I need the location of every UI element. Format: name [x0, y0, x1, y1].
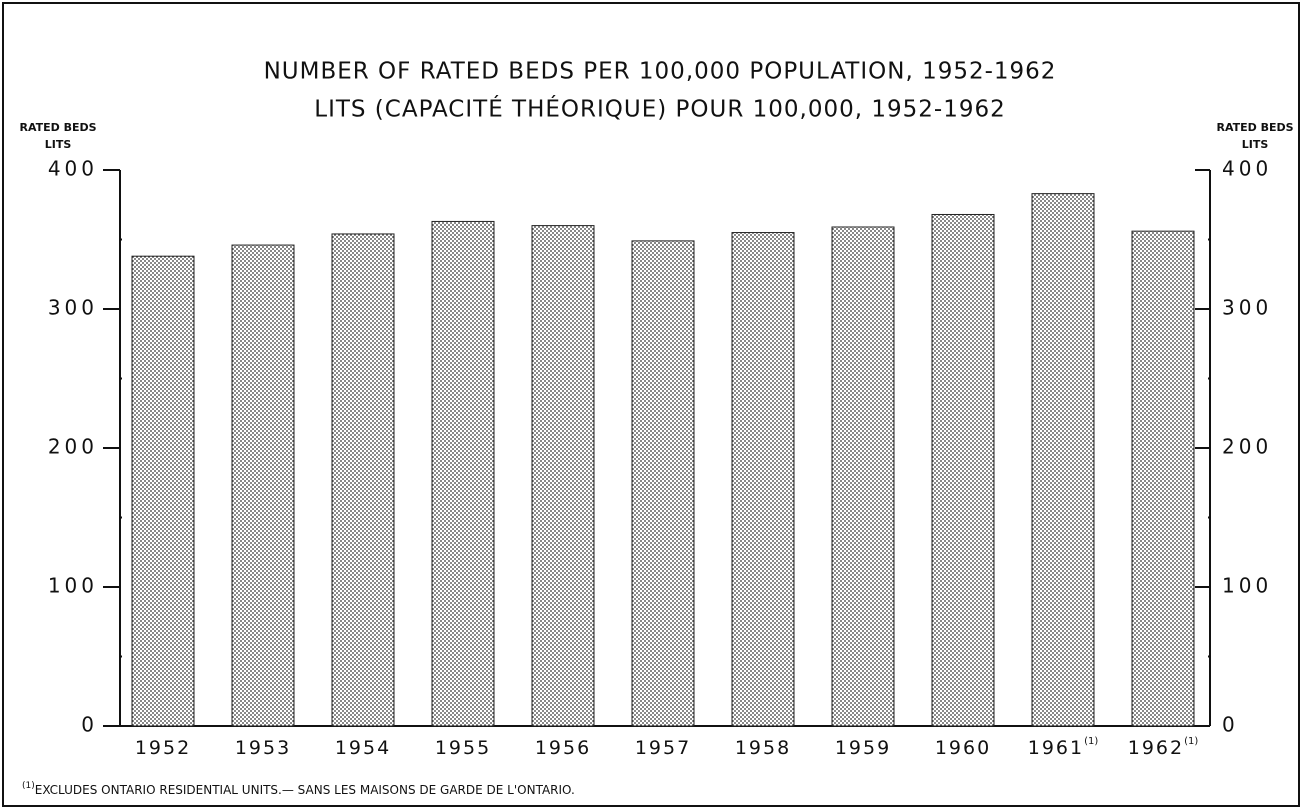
y2-tick-label: 100 [1222, 574, 1272, 598]
category: 1954 [335, 737, 391, 759]
x-tick-label: 1957 [635, 737, 691, 759]
x-tick-label: 1962(1) [1128, 736, 1199, 759]
y-axis-label: LITS [45, 138, 72, 151]
bar [631, 240, 695, 727]
x-tick-label: 1959 [835, 737, 891, 759]
chart-title: NUMBER OF RATED BEDS PER 100,000 POPULAT… [264, 59, 1057, 85]
bar [531, 225, 595, 727]
y-tick-label: 100 [48, 574, 98, 598]
category: 1961 [1028, 737, 1084, 759]
bar [231, 244, 295, 727]
category-note: (1) [1184, 736, 1198, 747]
x-tick-label: 1956 [535, 737, 591, 759]
bar [1031, 193, 1095, 727]
y2-tick-label: 200 [1222, 435, 1272, 459]
y2-tick-label: 0 [1222, 713, 1239, 737]
category: 1956 [535, 737, 591, 759]
bar [931, 213, 995, 727]
y2-tick-label: 300 [1222, 296, 1272, 320]
category: 1959 [835, 737, 891, 759]
category: 1953 [235, 737, 291, 759]
x-tick-label: 1954 [335, 737, 391, 759]
category: 1960 [935, 737, 991, 759]
y-axis-label: RATED BEDS [19, 121, 96, 134]
category: 1962 [1128, 737, 1184, 759]
footnote-marker: (1) [22, 781, 35, 791]
bar [331, 233, 395, 727]
x-tick-label: 1955 [435, 737, 491, 759]
x-tick-label: 1953 [235, 737, 291, 759]
category: 1957 [635, 737, 691, 759]
x-tick-label: 1961(1) [1028, 736, 1099, 759]
y-tick-label: 300 [48, 296, 98, 320]
bar [431, 220, 495, 727]
bar [831, 226, 895, 727]
x-tick-label: 1952 [135, 737, 191, 759]
y2-axis-label: RATED BEDS [1216, 121, 1293, 134]
bar [1131, 230, 1195, 727]
category: 1958 [735, 737, 791, 759]
chart-subtitle: LITS (CAPACITÉ THÉORIQUE) POUR 100,000, … [314, 95, 1005, 123]
y-tick-label: 0 [81, 713, 98, 737]
x-tick-label: 1960 [935, 737, 991, 759]
bar [731, 232, 795, 727]
y2-tick-label: 400 [1222, 157, 1272, 181]
bar [131, 255, 195, 727]
category-note: (1) [1084, 736, 1098, 747]
x-tick-label: 1958 [735, 737, 791, 759]
footnote-text: EXCLUDES ONTARIO RESIDENTIAL UNITS.— SAN… [35, 783, 575, 797]
footnote: (1)EXCLUDES ONTARIO RESIDENTIAL UNITS.— … [22, 781, 575, 797]
y2-axis-label: LITS [1242, 138, 1269, 151]
category: 1955 [435, 737, 491, 759]
y-tick-label: 400 [48, 157, 98, 181]
category: 1952 [135, 737, 191, 759]
y-tick-label: 200 [48, 435, 98, 459]
